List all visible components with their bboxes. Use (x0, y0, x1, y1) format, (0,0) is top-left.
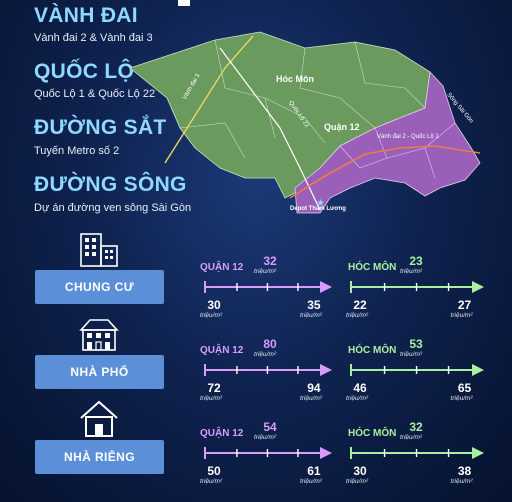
arrow-head-icon (472, 281, 484, 293)
min-price-hm: 30 (353, 464, 367, 478)
average-price-unit: triệu/m² (254, 351, 277, 358)
min-price-hm: 46 (353, 381, 367, 395)
house-icon (80, 400, 118, 437)
average-price-unit: triệu/m² (254, 434, 277, 441)
min-price-unit: triệu/m² (346, 395, 369, 402)
min-price-q12: 30 (207, 298, 221, 312)
average-price-q12: 54 (263, 420, 277, 434)
arrow-head-icon (320, 447, 332, 459)
average-price-hm: 23 (409, 254, 423, 268)
arrow-head-icon (320, 281, 332, 293)
infra-title-river-road: ĐƯỜNG SÔNG (34, 173, 187, 196)
max-price-unit: triệu/m² (450, 478, 473, 485)
average-price-unit: triệu/m² (400, 351, 423, 358)
category-button-private-house[interactable]: NHÀ RIÊNG (35, 440, 164, 474)
average-price-hm: 32 (409, 420, 423, 434)
max-price-unit: triệu/m² (299, 395, 322, 402)
header-logo-icon (178, 0, 190, 6)
min-price-q12: 72 (207, 381, 221, 395)
min-price-q12: 50 (207, 464, 221, 478)
quan-12-area (294, 71, 481, 214)
average-price-unit: triệu/m² (400, 434, 423, 441)
category-button-apartment[interactable]: CHUNG CƯ (35, 270, 164, 304)
max-price-q12: 94 (307, 381, 321, 395)
price-range-line-q12 (204, 364, 332, 376)
average-price-unit: triệu/m² (254, 268, 277, 275)
average-price-hm: 53 (409, 337, 423, 351)
region-label-hm: HÓC MÔN (348, 345, 397, 356)
infra-subtitle-national-road: Quốc Lộ 1 & Quốc Lộ 22 (34, 88, 156, 100)
townhouse-icon (79, 319, 119, 351)
region-label-q12: QUẬN 12 (200, 262, 244, 273)
min-price-hm: 22 (353, 298, 367, 312)
arrow-head-icon (472, 447, 484, 459)
max-price-hm: 38 (457, 464, 472, 478)
price-range-line-q12 (204, 281, 332, 293)
min-price-unit: triệu/m² (200, 395, 223, 402)
max-price-hm: 65 (457, 381, 472, 395)
apartment-building-icon (80, 233, 118, 267)
average-price-unit: triệu/m² (400, 268, 423, 275)
arrow-head-icon (472, 364, 484, 376)
infra-title-national-road: QUỐC LỘ (34, 60, 135, 83)
district-map: ★ (129, 31, 481, 214)
price-range-line-hm (350, 364, 484, 376)
infra-subtitle-ring-road: Vành đai 2 & Vành đai 3 (34, 32, 153, 44)
average-price-q12: 80 (263, 337, 277, 351)
min-price-unit: triệu/m² (200, 312, 223, 319)
category-button-townhouse[interactable]: NHÀ PHỐ (35, 355, 164, 389)
average-price-q12: 32 (263, 254, 277, 268)
max-price-unit: triệu/m² (450, 312, 473, 319)
min-price-unit: triệu/m² (200, 478, 223, 485)
map-label-ring-road-2: Vành đai 2 - Quốc Lộ 1 (377, 134, 439, 140)
ring-road-3-line (164, 35, 254, 164)
map-label-hoc-mon: Hóc Môn (276, 74, 314, 84)
arrow-head-icon (320, 364, 332, 376)
max-price-unit: triệu/m² (450, 395, 473, 402)
depot-star-icon: ★ (316, 198, 325, 209)
national-road-22-line (219, 47, 321, 211)
region-label-hm: HÓC MÔN (348, 262, 397, 273)
price-range-line-q12 (204, 447, 332, 459)
region-label-q12: QUẬN 12 (200, 428, 244, 439)
infra-title-railway: ĐƯỜNG SẮT (34, 116, 167, 139)
infra-subtitle-river-road: Dự án đường ven sông Sài Gòn (34, 202, 192, 214)
infra-subtitle-railway: Tuyến Metro số 2 (34, 145, 120, 157)
max-price-unit: triệu/m² (299, 478, 322, 485)
max-price-q12: 61 (307, 464, 321, 478)
max-price-q12: 35 (307, 298, 321, 312)
max-price-hm: 27 (457, 298, 472, 312)
price-range-line-hm (350, 281, 484, 293)
region-label-q12: QUẬN 12 (200, 345, 244, 356)
ring-road-2-line (289, 145, 481, 199)
min-price-unit: triệu/m² (346, 312, 369, 319)
map-label-quan-12: Quận 12 (324, 122, 360, 132)
region-label-hm: HÓC MÔN (348, 428, 397, 439)
infra-title-ring-road: VÀNH ĐAI (34, 4, 138, 27)
max-price-unit: triệu/m² (299, 312, 322, 319)
price-range-line-hm (350, 447, 484, 459)
min-price-unit: triệu/m² (346, 478, 369, 485)
map-label-depot: Depot Tham Lương (290, 206, 346, 212)
